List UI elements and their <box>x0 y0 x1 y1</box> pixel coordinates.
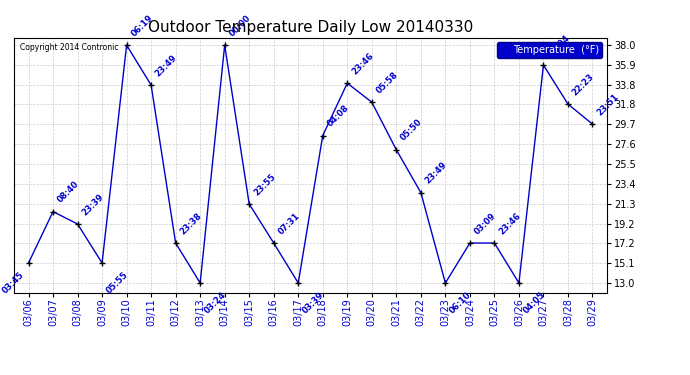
Text: 04:05: 04:05 <box>522 290 547 315</box>
Text: 23:55: 23:55 <box>252 172 277 197</box>
Text: 05:50: 05:50 <box>399 118 424 143</box>
Text: 07:31: 07:31 <box>277 211 302 236</box>
Text: 05:58: 05:58 <box>375 70 400 95</box>
Text: 03:24: 03:24 <box>203 290 228 315</box>
Text: 04:08: 04:08 <box>326 104 351 129</box>
Text: 23:39: 23:39 <box>80 192 106 217</box>
Text: 23:49: 23:49 <box>154 53 179 78</box>
Text: 03:09: 03:09 <box>473 211 497 236</box>
Text: Copyright 2014 Contronic: Copyright 2014 Contronic <box>20 43 118 52</box>
Text: 03:39: 03:39 <box>301 290 326 315</box>
Text: 06:19: 06:19 <box>129 13 155 38</box>
Text: 23:46: 23:46 <box>497 211 522 236</box>
Text: 23:49: 23:49 <box>424 160 448 186</box>
Text: 22:23: 22:23 <box>571 72 596 97</box>
Text: 06:10: 06:10 <box>448 290 473 315</box>
Text: 03:45: 03:45 <box>1 270 26 295</box>
Title: Outdoor Temperature Daily Low 20140330: Outdoor Temperature Daily Low 20140330 <box>148 20 473 35</box>
Text: 08:40: 08:40 <box>56 180 81 205</box>
Text: 23:38: 23:38 <box>179 211 204 236</box>
Text: 07:04: 07:04 <box>546 33 571 58</box>
Text: 23:46: 23:46 <box>350 51 375 76</box>
Text: 05:55: 05:55 <box>105 270 130 295</box>
Legend: Temperature  (°F): Temperature (°F) <box>497 42 602 58</box>
Text: 23:51: 23:51 <box>595 92 620 117</box>
Text: 00:00: 00:00 <box>228 13 253 38</box>
